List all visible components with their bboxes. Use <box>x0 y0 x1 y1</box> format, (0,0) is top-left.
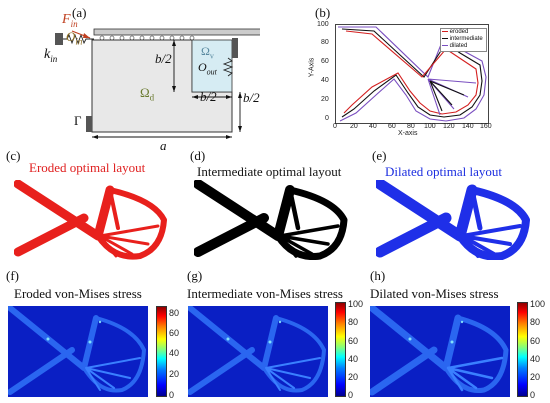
label-b-half-1: b/2 <box>155 51 172 66</box>
y-tick: 40 <box>321 77 329 84</box>
panel-d-layout <box>194 180 348 260</box>
cbar-tick: 0 <box>348 390 354 400</box>
legend-dilated: dilated <box>449 43 468 49</box>
cbar-tick: 80 <box>530 317 541 327</box>
y-tick: 60 <box>321 58 329 65</box>
cbar-tick: 60 <box>530 336 541 346</box>
panel-f-colorbar <box>156 306 167 397</box>
panel-h-stress-map <box>370 306 510 397</box>
cbar-tick: 60 <box>169 328 180 338</box>
panel-h-colorbar <box>517 302 528 397</box>
panel-g-letter: (g) <box>187 268 203 283</box>
label-omega-d: Ωd <box>140 85 155 103</box>
label-o-out: Oout <box>198 60 217 77</box>
y-tick: 0 <box>325 115 329 122</box>
x-axis-label: X-axis <box>398 130 418 137</box>
panel-c-caption: Eroded optimal layout <box>29 160 146 175</box>
panel-d-letter: (d) <box>190 148 206 163</box>
cbar-tick: 100 <box>348 299 364 309</box>
label-b-half-3: b/2 <box>243 90 260 105</box>
x-tick: 20 <box>350 123 358 130</box>
cbar-tick: 40 <box>169 348 180 358</box>
panel-a-letter: (a) <box>72 5 87 20</box>
y-tick: 80 <box>321 39 329 46</box>
cbar-tick: 60 <box>348 336 359 346</box>
cbar-tick: 40 <box>530 354 541 364</box>
panel-e-caption: Dilated optimal layout <box>385 164 502 179</box>
x-tick: 0 <box>333 123 337 130</box>
output-spring <box>222 57 234 77</box>
x-tick: 40 <box>369 123 377 130</box>
panel-h-letter: (h) <box>370 268 386 283</box>
cbar-tick: 20 <box>169 369 180 379</box>
output-support <box>232 38 238 58</box>
panel-c-layout <box>14 180 167 260</box>
input-wall <box>55 33 63 45</box>
label-b-half-2: b/2 <box>200 89 217 104</box>
top-support <box>93 28 260 36</box>
label-gamma: Γ <box>74 113 82 128</box>
panel-g-caption: Intermediate von-Mises stress <box>187 286 343 301</box>
cbar-tick: 20 <box>530 372 541 382</box>
y-tick: 100 <box>317 21 329 28</box>
panel-b-legend: eroded intermediate dilated <box>440 28 487 52</box>
void-region <box>191 39 233 93</box>
label-a: a <box>160 138 167 153</box>
x-tick: 140 <box>462 123 474 130</box>
cbar-tick: 20 <box>348 372 359 382</box>
panel-e-letter: (e) <box>372 148 387 163</box>
panel-f-letter: (f) <box>6 268 19 283</box>
panel-f-caption: Eroded von-Mises stress <box>14 286 142 301</box>
panel-e-layout <box>376 180 530 260</box>
panel-d-caption: Intermediate optimal layout <box>197 164 342 179</box>
x-tick: 100 <box>424 123 436 130</box>
cbar-tick: 100 <box>530 299 546 309</box>
top-rollers <box>99 35 195 41</box>
x-tick: 160 <box>480 123 492 130</box>
fixed-support <box>86 116 92 132</box>
label-f-in: Fin <box>62 12 78 29</box>
label-k-in: kin <box>44 47 58 64</box>
label-o-in: Oin <box>66 29 83 47</box>
panel-c-letter: (c) <box>6 148 21 163</box>
cbar-tick: 40 <box>348 354 359 364</box>
cbar-tick: 80 <box>169 308 180 318</box>
legend-intermediate: intermediate <box>449 36 483 42</box>
panel-a-schematic <box>55 28 260 139</box>
cbar-tick: 0 <box>169 390 175 400</box>
x-tick: 60 <box>388 123 396 130</box>
input-spring <box>63 33 94 45</box>
legend-eroded: eroded <box>449 29 469 35</box>
cbar-tick: 80 <box>348 317 359 327</box>
cbar-tick: 0 <box>530 390 536 400</box>
panel-g-colorbar <box>335 302 346 397</box>
panel-g-stress-map <box>188 306 328 397</box>
panel-h-caption: Dilated von-Mises stress <box>370 286 499 301</box>
label-omega-v: Ωv <box>201 44 214 61</box>
panel-b-letter: (b) <box>315 5 331 20</box>
y-tick: 20 <box>321 96 329 103</box>
y-axis-label: Y-Axis <box>308 57 316 78</box>
x-tick: 120 <box>443 123 455 130</box>
panel-f-stress-map <box>8 306 148 397</box>
x-tick: 80 <box>407 123 415 130</box>
